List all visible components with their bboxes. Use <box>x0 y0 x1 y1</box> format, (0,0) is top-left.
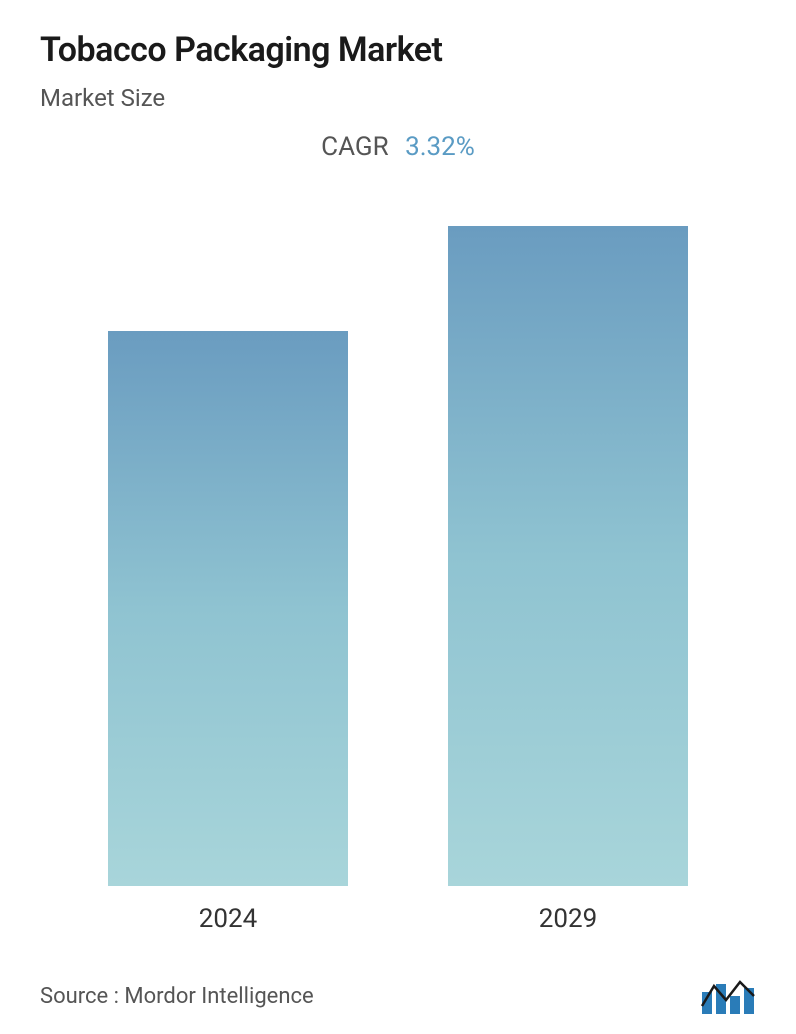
bar-group-1: 2029 <box>448 226 688 934</box>
bar-0 <box>108 331 348 886</box>
bar-label-1: 2029 <box>539 904 597 934</box>
cagr-row: CAGR 3.32% <box>40 132 756 162</box>
footer: Source : Mordor Intelligence <box>40 954 756 1014</box>
brand-logo-icon <box>700 978 756 1014</box>
page-subtitle: Market Size <box>40 84 756 112</box>
cagr-value: 3.32% <box>405 132 475 162</box>
chart-container: Tobacco Packaging Market Market Size CAG… <box>0 0 796 1034</box>
bar-group-0: 2024 <box>108 331 348 934</box>
chart-area: 2024 2029 <box>40 202 756 954</box>
bar-1 <box>448 226 688 886</box>
bar-label-0: 2024 <box>199 904 257 934</box>
source-text: Source : Mordor Intelligence <box>40 984 314 1009</box>
page-title: Tobacco Packaging Market <box>40 30 756 70</box>
cagr-label: CAGR <box>321 132 388 162</box>
